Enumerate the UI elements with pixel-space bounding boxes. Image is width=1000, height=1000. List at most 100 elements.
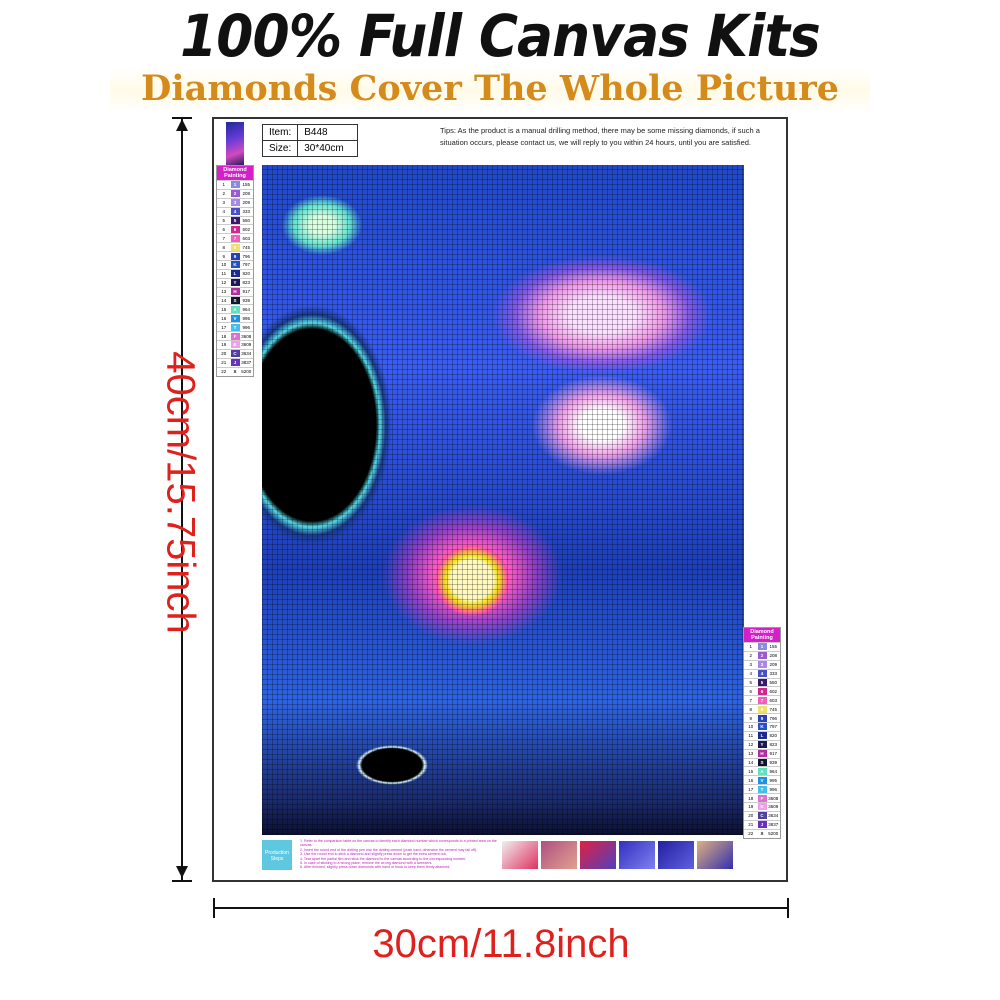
legend-code: 820 <box>769 733 777 739</box>
legend-symbol: H <box>757 750 767 758</box>
legend-row: 12 Y 823 <box>217 277 253 287</box>
legend-number: 9 <box>749 715 752 721</box>
legend-number: 11 <box>748 733 754 739</box>
legend-code: 3608 <box>241 333 252 339</box>
legend-number: 12 <box>748 742 754 748</box>
legend-symbol: F <box>757 794 767 802</box>
legend-code: 917 <box>242 289 250 295</box>
legend-symbol: 9 <box>757 714 767 722</box>
legend-code: 797 <box>242 262 250 268</box>
legend-number: 1 <box>749 644 752 650</box>
legend-symbol: 4 <box>230 208 240 216</box>
legend-symbol: 7 <box>230 234 240 242</box>
legend-code: 996 <box>769 786 777 792</box>
legend-row: 6 6 602 <box>217 224 253 233</box>
legend-number: 13 <box>748 751 754 757</box>
step-item: 6. After finished, slightly press down d… <box>300 865 451 870</box>
legend-row: 5 5 550 <box>217 215 253 225</box>
legend-symbol: S <box>757 759 767 767</box>
legend-row: 3 3 209 <box>217 197 253 207</box>
legend-symbol: 8 <box>757 705 767 713</box>
legend-number: 3 <box>222 200 225 206</box>
legend-symbol: L <box>230 270 240 278</box>
legend-row: 4 4 333 <box>217 206 253 216</box>
legend-row: 7 7 603 <box>217 233 253 242</box>
legend-number: 10 <box>748 724 754 730</box>
legend-symbol: F <box>230 332 240 340</box>
step-photo <box>658 841 694 869</box>
legend-code: 796 <box>242 253 250 259</box>
step-item: 3. Use the round end to stick a diamond … <box>300 852 447 857</box>
height-dimension-line <box>181 118 183 880</box>
step-item: 4. Tear apart the partial film and stick… <box>300 856 467 861</box>
legend-number: 1 <box>222 182 225 188</box>
legend-code: 3837 <box>768 822 779 828</box>
legend-row: 10 K 797 <box>744 722 780 731</box>
arrow-down-icon <box>176 866 188 878</box>
legend-code: 603 <box>242 235 250 241</box>
legend-number: 20 <box>221 351 227 357</box>
legend-code: 3609 <box>768 804 779 810</box>
item-label: Item: <box>261 124 299 141</box>
legend-symbol: 9 <box>230 252 240 260</box>
legend-row: 13 H 917 <box>217 286 253 296</box>
legend-number: 7 <box>749 697 752 703</box>
diamond-painting-artwork <box>262 165 744 835</box>
legend-code: 155 <box>242 182 250 188</box>
legend-row: 3 3 209 <box>744 659 780 669</box>
legend-symbol: T <box>230 323 240 331</box>
legend-symbol: 4 <box>757 670 767 678</box>
legend-number: 12 <box>221 280 227 286</box>
legend-number: 8 <box>749 706 752 712</box>
steps-logo: Production Steps <box>262 840 292 870</box>
legend-row: 18 F 3608 <box>744 793 780 802</box>
legend-row: 18 F 3608 <box>217 331 253 340</box>
legend-code: 745 <box>769 706 777 712</box>
legend-code: 820 <box>242 271 250 277</box>
legend-number: 5 <box>749 680 752 685</box>
step-photo <box>580 841 616 869</box>
step-item: 5. In case of sticking to a wrong place,… <box>300 861 433 866</box>
step-photo <box>541 841 577 869</box>
legend-symbol: 1 <box>230 181 240 189</box>
legend-row: 17 T 996 <box>744 784 780 793</box>
legend-row: 9 9 796 <box>217 251 253 260</box>
width-dimension-line <box>214 907 788 909</box>
steps-list: 1. Refer to the comparison table on the … <box>300 839 500 870</box>
legend-row: 21 J 3837 <box>217 357 253 367</box>
legend-code: 3609 <box>241 342 252 348</box>
legend-number: 14 <box>221 298 227 304</box>
legend-number: 21 <box>221 360 227 366</box>
legend-number: 22 <box>221 369 227 375</box>
legend-symbol: 2 <box>230 190 240 198</box>
legend-row: 6 6 602 <box>744 686 780 695</box>
legend-number: 10 <box>221 262 227 268</box>
legend-number: 9 <box>222 253 225 259</box>
legend-symbol: 6 <box>230 225 240 233</box>
legend-symbol: 8 <box>230 243 240 251</box>
legend-code: 964 <box>242 306 250 312</box>
legend-code: 823 <box>769 742 777 748</box>
size-label: Size: <box>261 140 299 157</box>
width-cap-right <box>787 898 789 918</box>
legend-code: 550 <box>769 680 777 685</box>
legend-row: 20 C 3634 <box>744 810 780 820</box>
legend-code: 3837 <box>241 360 252 366</box>
step-photo <box>502 841 538 869</box>
legend-code: 603 <box>769 697 777 703</box>
legend-row: 14 S 939 <box>217 295 253 305</box>
legend-code: 939 <box>769 760 777 766</box>
legend-code: 550 <box>242 218 250 223</box>
legend-code: 209 <box>242 200 250 206</box>
legend-symbol: 1 <box>757 643 767 651</box>
height-cap-bottom <box>172 880 192 882</box>
legend-symbol: 5 <box>757 679 767 686</box>
legend-row: 5 5 550 <box>744 677 780 687</box>
step-photo <box>697 841 733 869</box>
legend-code: 602 <box>242 226 250 232</box>
legend-code: 964 <box>769 768 777 774</box>
color-legend-left: Diamond Painting 1 1 155 2 2 208 3 3 209 4 4 333 5 5 55… <box>216 165 254 377</box>
legend-row: 1 1 155 <box>217 180 253 189</box>
legend-row: 21 J 3837 <box>744 819 780 829</box>
legend-number: 20 <box>748 813 754 819</box>
